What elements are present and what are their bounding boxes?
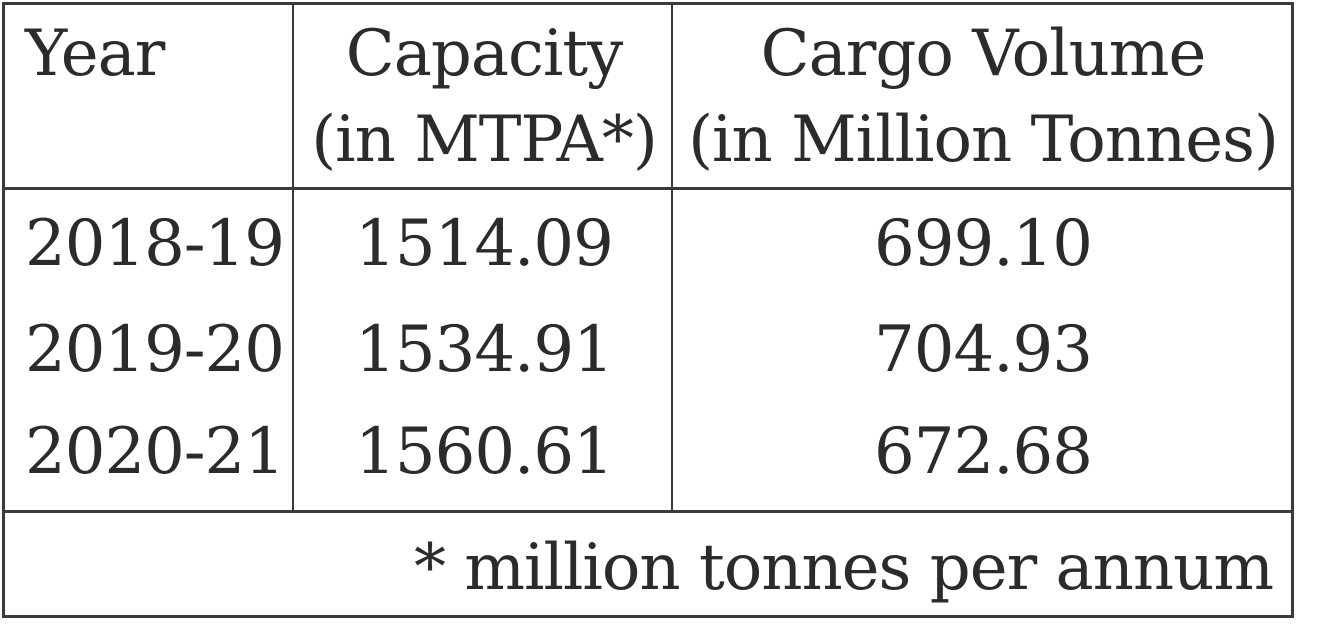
header-cargo-title: Cargo Volume (760, 17, 1207, 91)
header-capacity: Capacity (in MTPA*) (295, 11, 673, 183)
row-2-year: 2019-20 (25, 313, 285, 387)
header-year: Year (25, 17, 165, 91)
header-capacity-unit: (in MTPA*) (311, 103, 658, 177)
header-cargo-unit: (in Million Tonnes) (688, 103, 1279, 177)
header-cargo-volume: Cargo Volume (in Million Tonnes) (675, 11, 1291, 183)
row-1-year: 2018-19 (25, 207, 285, 281)
row-2-capacity: 1534.91 (355, 313, 614, 387)
header-capacity-title: Capacity (345, 17, 623, 91)
row-3-year: 2020-21 (25, 415, 285, 489)
row-1-capacity: 1514.09 (355, 207, 614, 281)
row-3-capacity: 1560.61 (355, 415, 614, 489)
row-3-cargo: 672.68 (874, 415, 1093, 489)
row-2-cargo: 704.93 (874, 313, 1093, 387)
data-table: Year Capacity (in MTPA*) Cargo Volume (i… (2, 2, 1294, 618)
header-divider (5, 187, 1291, 190)
footnote-divider (5, 510, 1291, 513)
table-footnote: * million tonnes per annum (413, 531, 1274, 605)
column-divider (671, 5, 673, 512)
column-divider (292, 5, 294, 512)
row-1-cargo: 699.10 (874, 207, 1093, 281)
